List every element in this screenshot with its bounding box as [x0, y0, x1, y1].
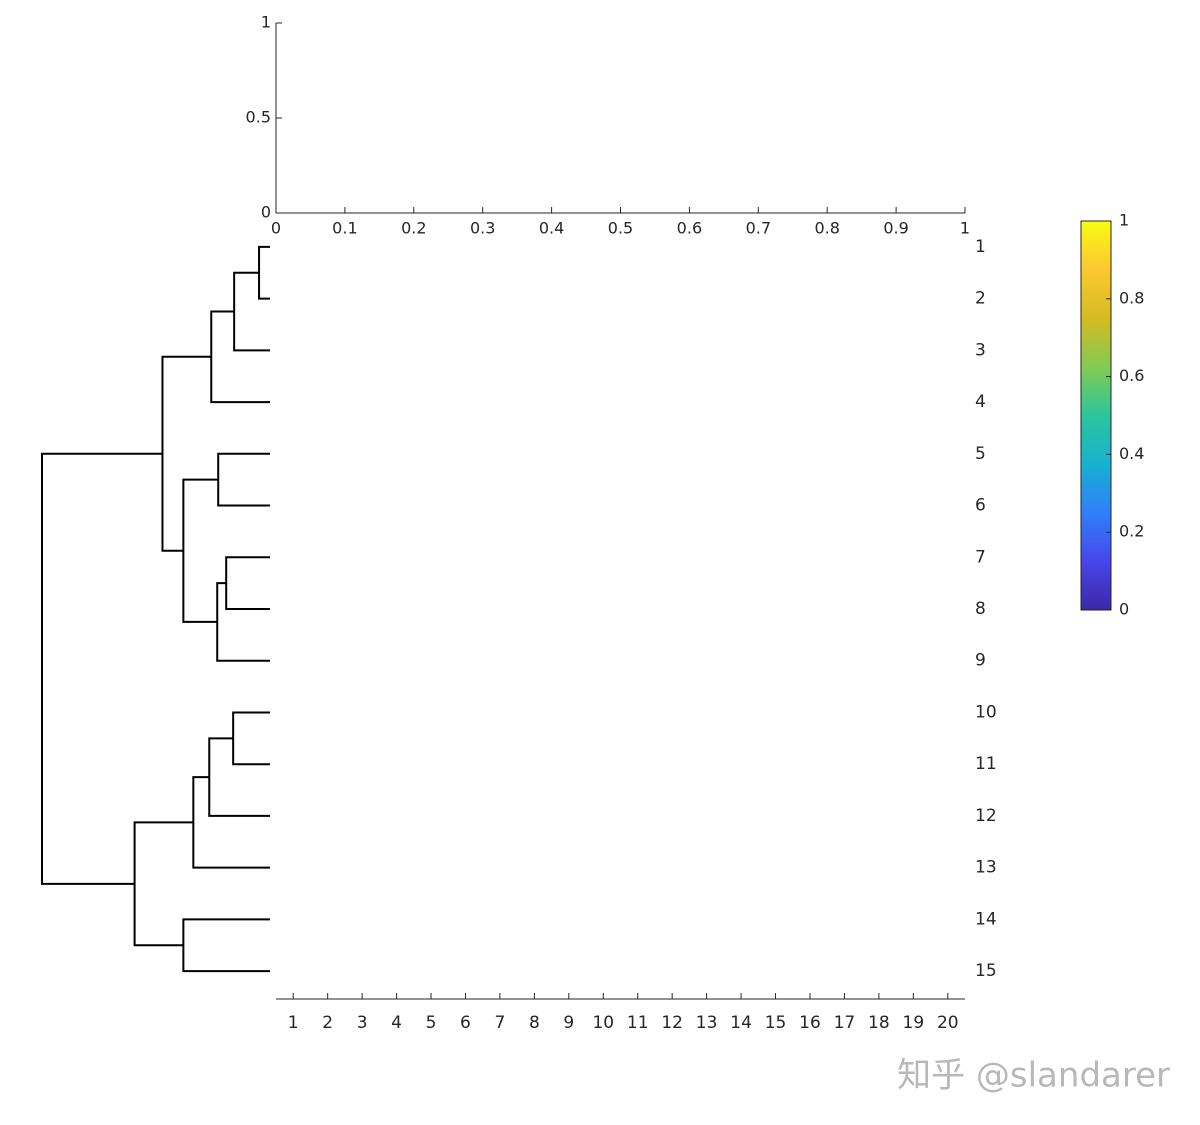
- x-tick-label: 0.6: [677, 219, 702, 238]
- y-tick-label: 0: [261, 203, 271, 222]
- column-label: 6: [460, 1013, 471, 1033]
- row-label: 3: [975, 340, 986, 360]
- dendrogram-link: [182, 478, 219, 623]
- x-tick-label: 0.7: [746, 219, 771, 238]
- row-label: 14: [975, 909, 997, 929]
- column-label: 19: [903, 1013, 925, 1033]
- row-label: 10: [975, 702, 997, 722]
- dendrogram-link: [232, 711, 270, 766]
- x-tick-label: 0.8: [814, 219, 839, 238]
- y-tick-label: 1: [261, 13, 271, 32]
- row-label: 6: [975, 496, 986, 516]
- dendrogram-link: [233, 271, 270, 352]
- dendrogram-link: [216, 582, 270, 662]
- dendrogram-link: [225, 556, 270, 610]
- dendrogram-link: [258, 245, 270, 300]
- row-label: 9: [975, 651, 986, 671]
- colorbar-tick-label: 0: [1119, 600, 1129, 619]
- colorbar-tick-label: 1: [1119, 211, 1129, 230]
- colorbar-tick-label: 0.2: [1119, 522, 1144, 541]
- dendrogram-link: [192, 776, 270, 869]
- colorbar-tick-label: 0.4: [1119, 444, 1144, 463]
- colorbar-tick-label: 0.6: [1119, 366, 1144, 385]
- row-label: 4: [975, 392, 986, 412]
- column-label: 15: [765, 1013, 787, 1033]
- column-label: 20: [937, 1013, 959, 1033]
- dendrogram-link: [40, 452, 163, 885]
- dendrogram-link: [208, 737, 270, 817]
- x-tick-label: 0.9: [883, 219, 908, 238]
- column-label: 14: [730, 1013, 752, 1033]
- column-label: 12: [661, 1013, 683, 1033]
- column-label: 1: [288, 1013, 299, 1033]
- row-label: 12: [975, 806, 997, 826]
- column-label: 2: [322, 1013, 333, 1033]
- column-label: 13: [696, 1013, 718, 1033]
- dendrogram-link: [182, 918, 270, 973]
- dendrogram-link: [210, 310, 270, 404]
- colorbar: [1080, 220, 1112, 611]
- dendrogram-link: [133, 821, 194, 947]
- column-label: 18: [868, 1013, 890, 1033]
- row-label: 5: [975, 444, 986, 464]
- dendrogram-link: [161, 355, 212, 552]
- x-tick-label: 1: [960, 219, 970, 238]
- column-label: 3: [357, 1013, 368, 1033]
- column-label: 5: [426, 1013, 437, 1033]
- column-label: 7: [495, 1013, 506, 1033]
- column-label: 16: [799, 1013, 821, 1033]
- x-tick-label: 0.2: [401, 219, 426, 238]
- row-label: 11: [975, 754, 997, 774]
- dendrogram-link: [217, 452, 270, 507]
- column-label: 10: [592, 1013, 614, 1033]
- column-label: 4: [391, 1013, 402, 1033]
- y-tick-label: 0.5: [246, 108, 271, 127]
- x-tick-label: 0.5: [608, 219, 633, 238]
- colorbar-tick-label: 0.8: [1119, 288, 1144, 307]
- watermark: 知乎 @slandarer: [897, 1056, 1170, 1096]
- row-label: 15: [975, 961, 997, 981]
- x-tick-label: 0.4: [539, 219, 564, 238]
- column-label: 8: [529, 1013, 540, 1033]
- column-label: 9: [563, 1013, 574, 1033]
- row-label: 1: [975, 237, 986, 257]
- row-label: 8: [975, 599, 986, 619]
- row-label: 2: [975, 289, 986, 309]
- x-tick-label: 0.1: [332, 219, 357, 238]
- x-tick-label: 0: [271, 219, 281, 238]
- column-label: 17: [834, 1013, 856, 1033]
- x-tick-label: 0.3: [470, 219, 495, 238]
- row-label: 7: [975, 547, 986, 567]
- column-label: 11: [627, 1013, 649, 1033]
- row-label: 13: [975, 858, 997, 878]
